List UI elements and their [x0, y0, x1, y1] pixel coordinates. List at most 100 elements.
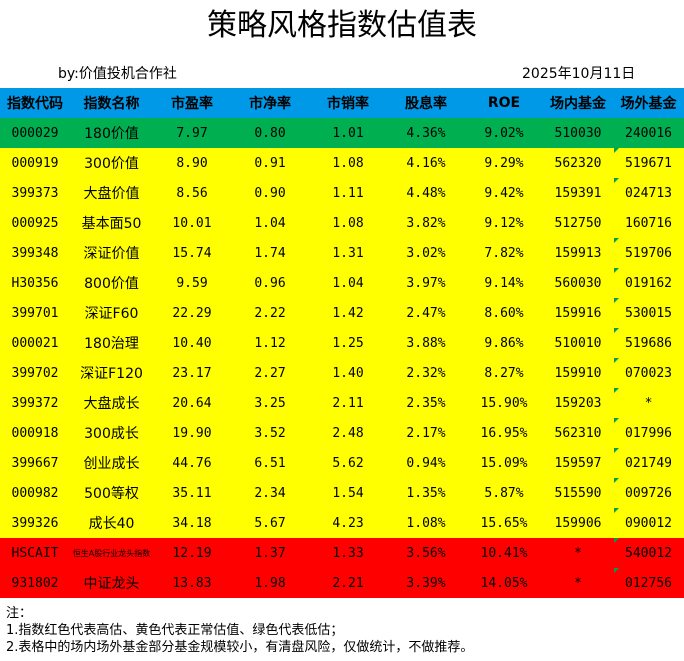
- comment-indicator-icon: [614, 358, 619, 363]
- cell-name: 深证F60: [84, 306, 139, 322]
- cell-dividend-yield: 3.82%: [406, 215, 446, 231]
- header-pb: 市净率: [249, 96, 291, 112]
- cell-pb: 2.27: [254, 365, 286, 381]
- cell-roe: 16.95%: [480, 425, 528, 441]
- cell-pe: 9.59: [176, 275, 208, 291]
- cell-otc-fund: 519671: [613, 148, 684, 178]
- cell-ps: 1.04: [332, 275, 364, 291]
- cell-pe: 8.56: [176, 185, 208, 201]
- cell-code: 399372: [11, 395, 59, 411]
- cell-etf: 159910: [554, 365, 602, 381]
- cell-ps: 1.01: [332, 125, 364, 141]
- cell-code: 931802: [11, 575, 59, 591]
- cell-etf: 562320: [554, 155, 602, 171]
- cell-roe: 5.87%: [484, 485, 524, 501]
- cell-name: 800价值: [84, 276, 139, 292]
- cell-otc-fund: 160716: [625, 215, 672, 231]
- cell-name: 300价值: [84, 156, 139, 172]
- cell-pe: 34.18: [172, 515, 212, 531]
- cell-code: 399326: [11, 515, 59, 531]
- cell-pe: 8.90: [176, 155, 208, 171]
- table-row: 000918 300成长 19.90 3.52 2.48 2.17% 16.95% 56231…: [0, 418, 684, 448]
- cell-roe: 9.12%: [484, 215, 524, 231]
- cell-dividend-yield: 3.88%: [406, 335, 446, 351]
- cell-dividend-yield: 3.97%: [406, 275, 446, 291]
- comment-indicator-icon: [614, 328, 619, 333]
- cell-ps: 1.40: [332, 365, 364, 381]
- table-row: 399372 大盘成长 20.64 3.25 2.11 2.35% 15.90% 159203…: [0, 388, 684, 418]
- cell-roe: 7.82%: [484, 245, 524, 261]
- cell-code: HSCAIT: [11, 545, 59, 561]
- comment-indicator-icon: [614, 268, 619, 273]
- cell-ps: 1.54: [332, 485, 364, 501]
- cell-pe: 20.64: [172, 395, 212, 411]
- comment-indicator-icon: [614, 178, 619, 183]
- table-row: HSCAIT 恒生A股行业龙头指数 12.19 1.37 1.33 3.56% 10.41%…: [0, 538, 684, 568]
- cell-etf: 515590: [554, 485, 602, 501]
- cell-etf: 159906: [554, 515, 602, 531]
- date-label: 2025年10月11日: [522, 66, 636, 82]
- cell-name: 180治理: [84, 336, 139, 352]
- cell-pe: 22.29: [172, 305, 212, 321]
- cell-name: 成长40: [88, 516, 135, 532]
- cell-otc-fund: 530015: [613, 298, 684, 328]
- cell-etf: 159203: [554, 395, 602, 411]
- cell-etf: 510030: [554, 125, 602, 141]
- cell-otc-fund: 519706: [613, 238, 684, 268]
- cell-name: 500等权: [84, 486, 139, 502]
- cell-pb: 1.04: [254, 215, 286, 231]
- cell-name: 180价值: [84, 126, 139, 142]
- cell-code: 000029: [11, 125, 59, 141]
- cell-pe: 10.40: [172, 335, 212, 351]
- cell-etf: *: [574, 545, 582, 561]
- cell-pe: 15.74: [172, 245, 212, 261]
- cell-pb: 2.34: [254, 485, 286, 501]
- cell-ps: 5.62: [332, 455, 364, 471]
- cell-otc-fund: 009726: [613, 478, 684, 508]
- cell-roe: 8.27%: [484, 365, 524, 381]
- cell-dividend-yield: 2.32%: [406, 365, 446, 381]
- cell-code: 000021: [11, 335, 59, 351]
- cell-name: 深证F120: [80, 366, 143, 382]
- table-row: 000021 180治理 10.40 1.12 1.25 3.88% 9.86% 510010…: [0, 328, 684, 358]
- cell-pb: 3.25: [254, 395, 286, 411]
- cell-pe: 13.83: [172, 575, 212, 591]
- cell-ps: 1.08: [332, 215, 364, 231]
- table-row: H30356 800价值 9.59 0.96 1.04 3.97% 9.14% 560030 0…: [0, 268, 684, 298]
- comment-indicator-icon: [614, 568, 619, 573]
- cell-ps: 1.25: [332, 335, 364, 351]
- cell-roe: 15.09%: [480, 455, 528, 471]
- cell-ps: 1.33: [332, 545, 364, 561]
- cell-ps: 1.08: [332, 155, 364, 171]
- table-row: 399667 创业成长 44.76 6.51 5.62 0.94% 15.09% 159597…: [0, 448, 684, 478]
- cell-otc-fund: *: [613, 388, 684, 418]
- table-row: 399326 成长40 34.18 5.67 4.23 1.08% 15.65% 159906…: [0, 508, 684, 538]
- cell-roe: 9.14%: [484, 275, 524, 291]
- cell-name: 中证龙头: [83, 576, 140, 592]
- cell-name: 大盘成长: [83, 396, 140, 412]
- cell-roe: 9.02%: [484, 125, 524, 141]
- cell-code: 399702: [11, 365, 59, 381]
- header-roe: ROE: [487, 95, 521, 111]
- cell-code: 000918: [11, 425, 59, 441]
- cell-dividend-yield: 2.35%: [406, 395, 446, 411]
- cell-pb: 0.80: [254, 125, 286, 141]
- cell-pb: 0.91: [254, 155, 286, 171]
- cell-code: 000982: [11, 485, 59, 501]
- header-ps: 市销率: [327, 96, 369, 112]
- header-code: 指数代码: [7, 96, 63, 112]
- cell-pe: 12.19: [172, 545, 212, 561]
- cell-etf: 510010: [554, 335, 602, 351]
- cell-pe: 44.76: [172, 455, 212, 471]
- header-otc-fund: 场外基金: [620, 96, 677, 112]
- cell-pb: 5.67: [254, 515, 286, 531]
- cell-otc-fund: 519686: [613, 328, 684, 358]
- cell-roe: 9.29%: [484, 155, 524, 171]
- cell-dividend-yield: 4.48%: [406, 185, 446, 201]
- cell-roe: 15.90%: [480, 395, 528, 411]
- valuation-table: 指数代码 指数名称 市盈率 市净率 市销率 股息率 ROE 场内基金 场外基金 …: [0, 88, 684, 598]
- cell-dividend-yield: 4.36%: [406, 125, 446, 141]
- cell-etf: 159597: [554, 455, 602, 471]
- cell-pe: 7.97: [176, 125, 208, 141]
- notes-line-1: 1.指数红色代表高估、黄色代表正常估值、绿色代表低估；: [6, 623, 344, 638]
